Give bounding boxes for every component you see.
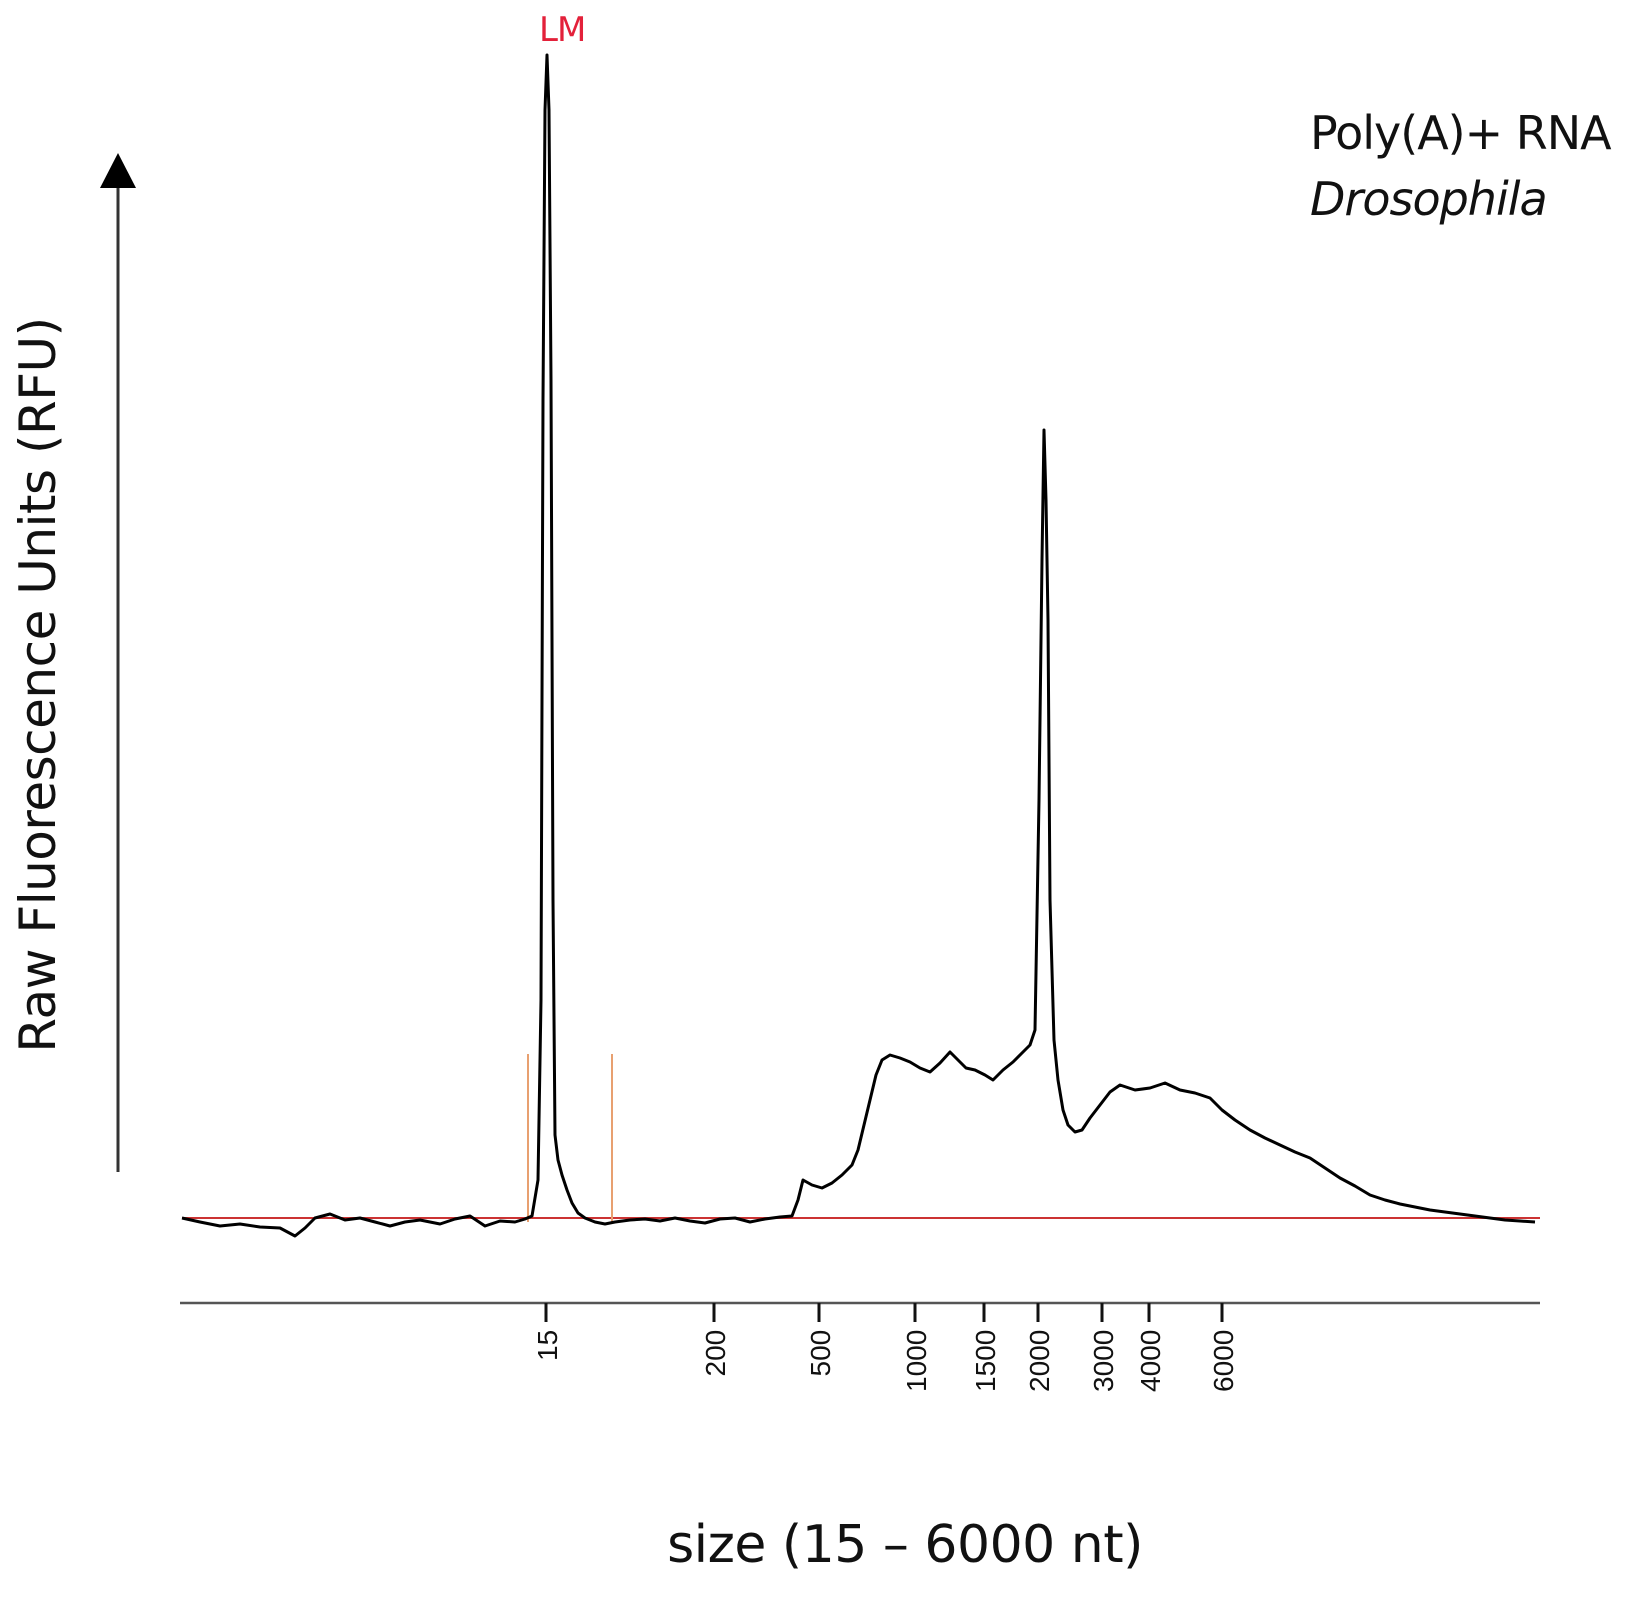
y-axis-label: Raw Fluorescence Units (RFU) xyxy=(9,317,67,1053)
x-tick-label: 6000 xyxy=(1208,1329,1239,1392)
y-axis-arrow xyxy=(100,153,136,1172)
x-axis-ticks xyxy=(544,1303,1224,1322)
x-axis-label: size (15 – 6000 nt) xyxy=(667,1515,1143,1575)
x-tick-label: 15 xyxy=(532,1329,563,1361)
lm-marker-label: LM xyxy=(539,10,586,50)
sample-type-label: Poly(A)+ RNA xyxy=(1310,106,1612,160)
x-tick-label: 2000 xyxy=(1024,1329,1055,1392)
x-tick-label: 1000 xyxy=(901,1329,932,1392)
sample-annotation: Poly(A)+ RNA Drosophila xyxy=(1310,100,1612,232)
x-tick-label: 200 xyxy=(700,1329,731,1377)
fluorescence-trace xyxy=(181,53,1536,1238)
x-tick-label: 500 xyxy=(805,1329,836,1377)
organism-label: Drosophila xyxy=(1310,172,1548,226)
x-tick-label: 1500 xyxy=(970,1329,1001,1392)
x-tick-label: 3000 xyxy=(1088,1329,1119,1392)
x-tick-label: 4000 xyxy=(1135,1329,1166,1392)
